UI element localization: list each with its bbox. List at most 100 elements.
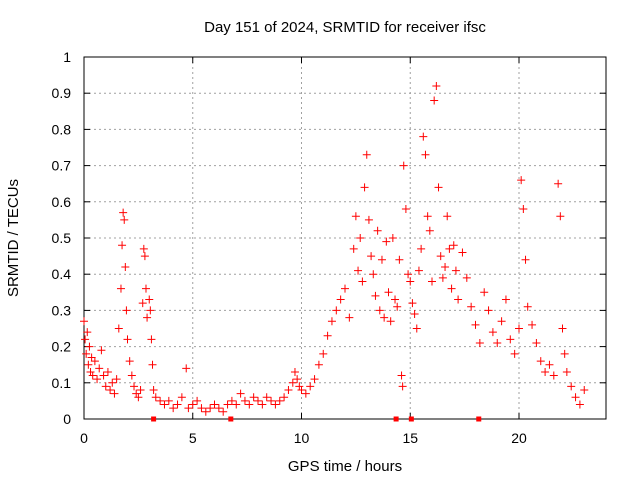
data-point [441, 262, 450, 271]
data-point [388, 234, 397, 242]
x-tick-label: 10 [294, 430, 310, 446]
data-point [351, 212, 360, 221]
data-point [85, 342, 94, 351]
data-point [112, 375, 121, 384]
data-point [140, 252, 149, 261]
data-point [121, 262, 130, 271]
data-point [160, 400, 169, 409]
data-point [556, 212, 565, 221]
data-point [93, 375, 102, 384]
data-point [236, 389, 245, 398]
y-tick-label: 1 [63, 49, 71, 65]
plot-frame [83, 56, 607, 420]
data-point [423, 212, 432, 221]
data-point [536, 357, 545, 366]
y-tick-label: 0.9 [52, 85, 72, 101]
data-point [223, 400, 232, 409]
data-point [139, 244, 148, 253]
data-point [471, 320, 480, 329]
gap-markers [151, 416, 482, 422]
data-point [580, 386, 589, 395]
gap-marker [408, 416, 414, 422]
data-point [99, 371, 108, 380]
data-points [80, 81, 589, 416]
y-tick-label: 0.3 [52, 302, 72, 318]
data-point [454, 295, 463, 304]
gap-marker [393, 416, 399, 422]
data-point [399, 161, 408, 170]
data-point [360, 183, 369, 192]
data-point [118, 241, 127, 250]
data-point [414, 266, 423, 275]
data-point [410, 310, 419, 319]
data-point [141, 284, 150, 293]
data-point [206, 404, 215, 413]
data-point [97, 346, 106, 355]
data-point [84, 360, 93, 369]
data-point [146, 306, 155, 315]
data-point [249, 393, 258, 402]
data-point [358, 277, 367, 286]
data-point [382, 237, 391, 246]
data-point [377, 255, 386, 264]
data-point [271, 400, 280, 409]
data-point [515, 324, 523, 333]
data-point [306, 382, 315, 391]
gap-marker [151, 416, 157, 422]
data-point [341, 284, 349, 293]
data-point [467, 302, 476, 311]
data-point [240, 396, 249, 405]
data-point [130, 382, 139, 391]
data-point [510, 349, 519, 358]
data-point [323, 331, 332, 340]
data-point [545, 360, 554, 369]
data-point [297, 386, 306, 395]
ticks: 00.10.20.30.40.50.60.70.80.910 5 10 15 20 [52, 49, 606, 446]
data-point [108, 378, 117, 387]
data-point [119, 208, 128, 217]
data-point [149, 386, 158, 395]
data-point [428, 277, 436, 286]
y-tick-label: 0.2 [52, 339, 72, 355]
data-point [401, 205, 410, 214]
x-axis-label: GPS time / hours [288, 458, 402, 475]
gap-marker [228, 416, 234, 422]
data-point [288, 378, 297, 387]
data-point [148, 360, 157, 369]
data-point [488, 328, 497, 337]
data-point [412, 324, 421, 333]
data-point [145, 295, 154, 304]
chart-title: Day 151 of 2024, SRMTID for receiver ifs… [204, 19, 486, 36]
data-point [373, 226, 382, 235]
data-point [120, 215, 129, 224]
data-point [354, 266, 363, 275]
data-point [419, 132, 428, 141]
x-tick-label: 5 [189, 430, 197, 446]
data-point [81, 335, 90, 344]
data-point [393, 302, 402, 311]
data-point [391, 295, 400, 304]
data-point [562, 367, 571, 376]
data-point [156, 396, 165, 405]
data-point [319, 349, 328, 358]
data-point [122, 306, 131, 315]
data-point [558, 324, 567, 333]
data-point [143, 313, 152, 322]
data-point [462, 273, 471, 282]
data-point [267, 396, 276, 405]
data-point [80, 317, 88, 326]
data-point [380, 313, 389, 322]
data-point [280, 393, 289, 402]
data-point [384, 288, 393, 297]
data-point [575, 400, 584, 409]
y-tick-label: 0.5 [52, 230, 72, 246]
data-point [398, 382, 407, 391]
data-point [219, 407, 228, 416]
data-point [443, 212, 452, 221]
data-point [506, 335, 515, 344]
data-point [310, 375, 319, 384]
data-point [434, 183, 443, 192]
data-point [475, 338, 484, 347]
